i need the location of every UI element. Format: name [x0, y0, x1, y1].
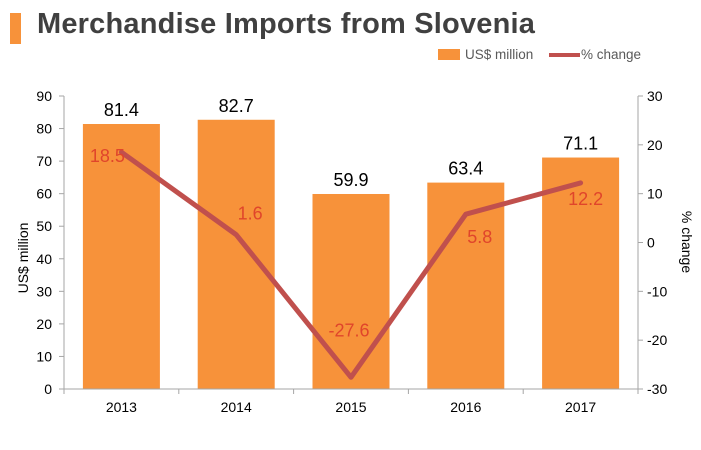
x-tick-label: 2017 [565, 399, 596, 415]
line-value-label: 12.2 [568, 189, 603, 209]
bar-2014 [197, 119, 275, 389]
bar-value-label: 81.4 [104, 100, 139, 120]
bar-2015 [312, 193, 390, 389]
legend-label-line: % change [581, 47, 641, 62]
bar-value-label: 63.4 [448, 159, 483, 179]
y-tick-label: 30 [36, 283, 52, 299]
line-value-label: 1.6 [238, 204, 263, 224]
y-tick-label: 10 [36, 348, 52, 364]
line-series-pct-change [118, 149, 584, 380]
line-value-label: -27.6 [328, 320, 369, 340]
legend-swatch-bars [438, 49, 460, 60]
bar-value-label: 82.7 [219, 96, 254, 116]
chart-title: Merchandise Imports from Slovenia [37, 8, 536, 40]
y-tick-label: 60 [36, 186, 52, 202]
y-axis-label: US$ million [15, 223, 31, 294]
y2-tick-label: -10 [647, 283, 667, 299]
legend-label-bars: US$ million [465, 47, 533, 62]
y-tick-label: 90 [36, 88, 52, 104]
bar-value-label: 59.9 [333, 170, 368, 190]
y-tick-label: 80 [36, 121, 52, 137]
y2-tick-label: 30 [647, 88, 663, 104]
y-tick-label: 20 [36, 316, 52, 332]
y2-axis-label: % change [679, 211, 695, 273]
y2-tick-label: -30 [647, 381, 667, 397]
y2-tick-label: 10 [647, 186, 663, 202]
y-tick-label: 0 [44, 381, 52, 397]
line-value-label: 18.5 [90, 146, 125, 166]
line-value-label: 5.8 [467, 227, 492, 247]
y2-tick-label: 0 [647, 235, 655, 251]
title-accent-bar [10, 13, 21, 44]
x-tick-label: 2013 [106, 399, 137, 415]
x-tick-label: 2014 [221, 399, 252, 415]
y2-tick-label: 20 [647, 137, 663, 153]
y-tick-label: 70 [36, 153, 52, 169]
x-tick-label: 2015 [335, 399, 366, 415]
y-tick-label: 40 [36, 251, 52, 267]
y-tick-label: 50 [36, 218, 52, 234]
x-tick-label: 2016 [450, 399, 481, 415]
y2-tick-label: -20 [647, 332, 667, 348]
legend: US$ million % change [438, 47, 641, 62]
bar-2017 [542, 157, 620, 389]
bar-value-label: 71.1 [563, 134, 598, 154]
